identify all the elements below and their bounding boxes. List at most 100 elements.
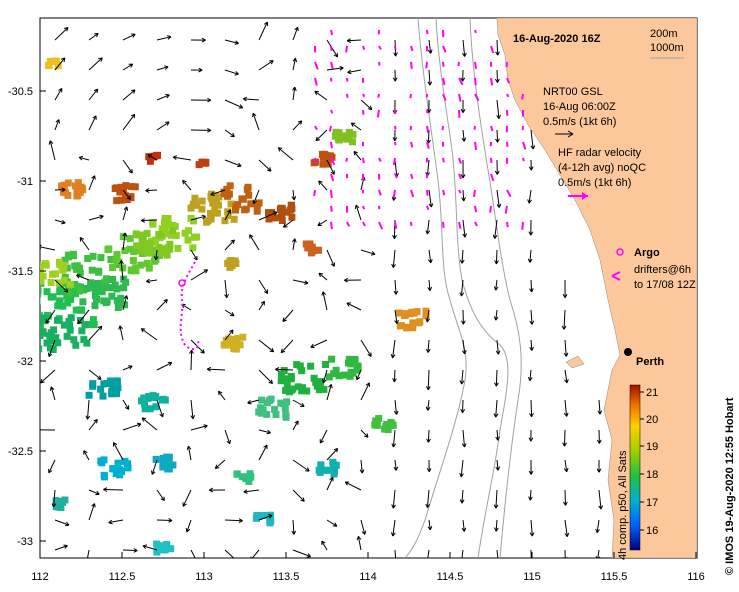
current-arrow (253, 189, 260, 204)
hf-arrow (394, 125, 397, 130)
current-arrowhead (561, 325, 567, 330)
current-arrowhead (393, 466, 399, 471)
current-arrowhead (318, 272, 324, 278)
sst-pixel (45, 62, 52, 70)
current-arrow (564, 489, 566, 506)
current-arrow (243, 489, 260, 493)
sst-pixel (298, 367, 306, 375)
current-arrow (224, 239, 235, 251)
current-arrowhead (356, 535, 362, 541)
sst-pixel (282, 410, 290, 418)
current-arrowhead (226, 439, 231, 445)
current-arrow (187, 446, 192, 461)
sst-pixel (284, 375, 292, 383)
hf-arrow (330, 45, 333, 51)
sst-pixel (66, 326, 74, 334)
sst-pixel (97, 385, 105, 393)
sst-pixel (313, 382, 321, 390)
current-arrow (392, 489, 396, 509)
current-arrowhead (494, 260, 499, 265)
current-arrow (394, 549, 397, 558)
current-arrowhead (564, 379, 569, 384)
current-arrowhead (461, 350, 467, 355)
current-arrow (427, 429, 430, 443)
sst-pixel (110, 465, 117, 473)
sst-pixel (55, 279, 63, 287)
current-arrowhead (529, 320, 535, 325)
hf-arrow (362, 157, 365, 164)
sst-pixel (345, 128, 353, 136)
current-arrow (317, 219, 328, 227)
current-arrowhead (238, 104, 244, 109)
current-arrow (141, 417, 158, 431)
current-arrowhead (529, 532, 535, 537)
current-arrow (224, 309, 235, 317)
current-arrowhead (280, 348, 286, 354)
current-arrowhead (495, 138, 500, 143)
sst-pixel (328, 355, 336, 363)
current-arrowhead (237, 162, 242, 168)
sst-pixel (155, 230, 163, 238)
hf-arrow (489, 205, 492, 213)
current-arrow (292, 238, 296, 251)
current-arrow (122, 365, 133, 371)
current-arrow (141, 219, 158, 221)
current-arrowhead (390, 354, 396, 359)
current-arrow (462, 39, 466, 57)
current-arrowhead (92, 115, 97, 120)
current-arrow (495, 519, 498, 532)
current-arrow (190, 425, 208, 431)
current-arrowhead (459, 380, 465, 385)
sst-pixel (191, 199, 199, 207)
sst-pixel (143, 229, 151, 237)
current-arrowhead (126, 195, 131, 200)
current-arrowhead (330, 262, 336, 267)
perth-label: Perth (636, 356, 664, 368)
current-arrow (122, 399, 130, 410)
sst-pixel (74, 179, 82, 187)
sst-pixel (146, 405, 154, 413)
current-arrowhead (428, 203, 434, 208)
current-arrow (122, 423, 142, 431)
current-arrowhead (529, 412, 534, 418)
current-arrowhead (346, 302, 351, 307)
current-arrowhead (95, 490, 100, 496)
current-arrowhead (58, 87, 63, 93)
current-arrowhead (128, 63, 134, 68)
sst-pixel (120, 284, 128, 292)
current-arrowhead (394, 559, 398, 563)
current-arrow (495, 369, 498, 387)
latitude-axis: -30.5 -31 -31.5 -32 -32.5 -33 (8, 86, 46, 548)
sst-pixel (122, 278, 130, 286)
current-arrowhead (496, 114, 501, 119)
nrt-legend-line-3: 0.5m/s (1kt 6h) (543, 116, 616, 128)
sst-pixel (140, 395, 148, 402)
current-arrowhead (292, 86, 297, 92)
hf-arrow (426, 189, 429, 196)
sst-pixel (115, 258, 123, 266)
hf-arrow (506, 93, 510, 98)
contour-1000m (404, 18, 467, 558)
current-arrow (142, 545, 158, 551)
hf-arrow (410, 45, 414, 52)
current-arrow (275, 368, 294, 371)
hf-arrow (458, 157, 462, 164)
current-arrowhead (495, 350, 501, 355)
current-arrowhead (65, 521, 70, 527)
current-arrow (156, 399, 164, 418)
sst-pixel (89, 382, 97, 390)
current-arrowhead (495, 436, 500, 441)
current-arrowhead (425, 406, 431, 411)
current-arrowhead (99, 214, 104, 220)
sst-pixel (315, 466, 323, 474)
sst-pixel (66, 280, 74, 288)
current-arrow (258, 369, 273, 384)
current-arrowhead (493, 286, 499, 291)
sst-pixel (283, 382, 291, 390)
current-arrow (48, 339, 56, 357)
sst-pixel (310, 374, 318, 382)
sst-pixel (108, 292, 116, 300)
sst-pixel (184, 236, 192, 244)
current-arrowhead (527, 199, 532, 204)
hf-arrow (345, 157, 348, 162)
